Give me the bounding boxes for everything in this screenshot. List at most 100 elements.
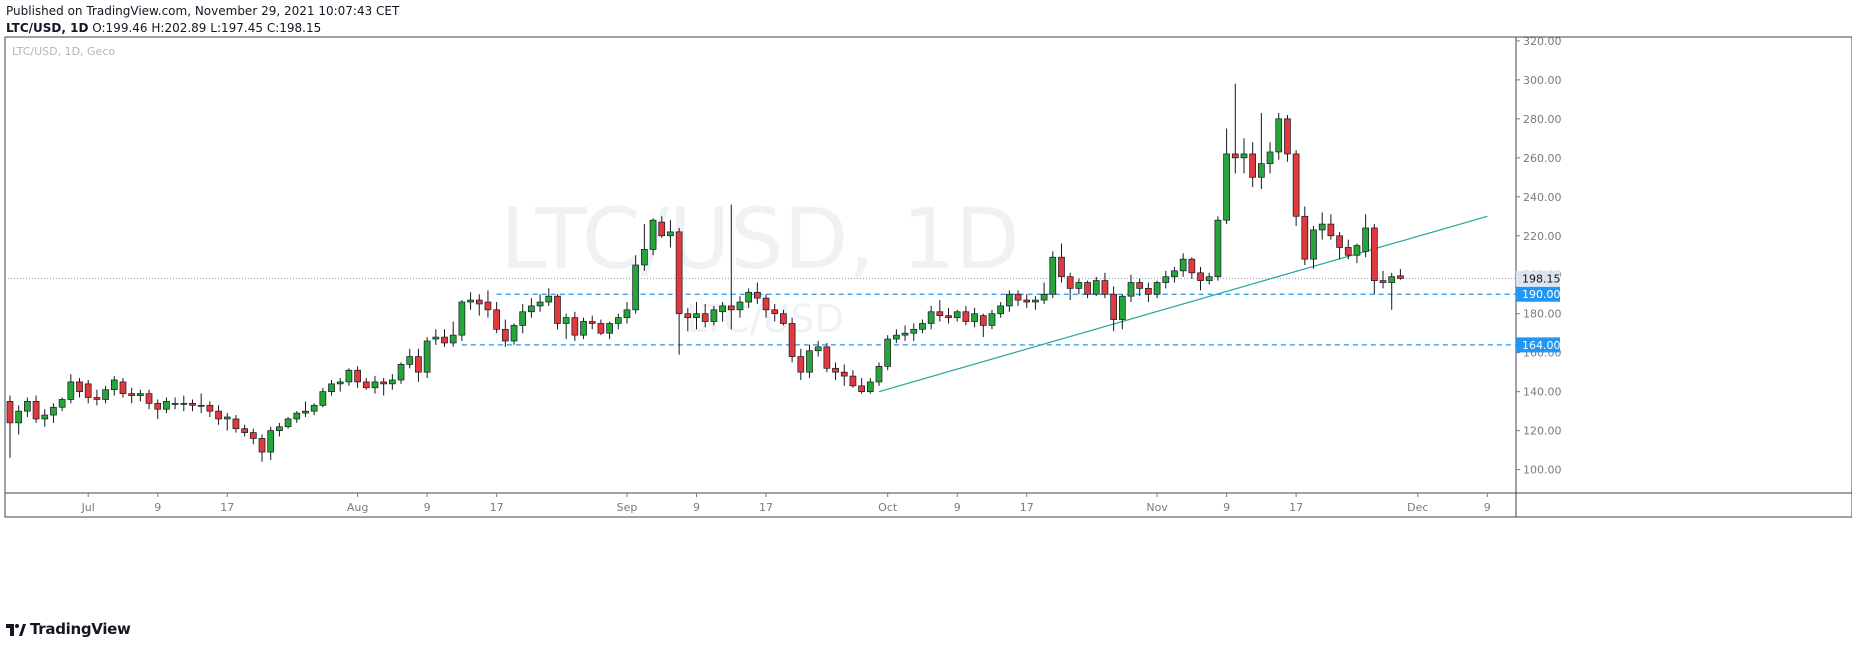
candle-body-down xyxy=(1084,282,1091,295)
candle xyxy=(528,298,535,318)
candle-body-up xyxy=(1258,163,1265,178)
candle xyxy=(832,362,839,380)
candle xyxy=(102,385,109,404)
candle xyxy=(1005,290,1013,312)
candles xyxy=(6,83,1404,462)
candle xyxy=(345,368,353,386)
candle xyxy=(597,319,605,336)
candle xyxy=(467,292,474,310)
candle xyxy=(849,370,857,388)
candle xyxy=(354,366,361,388)
candle xyxy=(945,307,952,324)
watermark: LTC/USD, 1D LTC/USD xyxy=(500,190,1020,341)
candle-body-up xyxy=(901,332,909,336)
candle xyxy=(423,337,431,379)
candle xyxy=(119,378,127,398)
candle xyxy=(875,362,883,386)
candle-body-up xyxy=(719,305,726,313)
candle xyxy=(1084,280,1091,299)
candle-body-down xyxy=(832,367,839,373)
candle xyxy=(145,389,153,410)
candle xyxy=(1188,257,1196,279)
candle xyxy=(1362,214,1369,258)
candle xyxy=(154,399,162,419)
candle-body-down xyxy=(840,371,848,377)
candle xyxy=(614,313,622,330)
candle xyxy=(249,428,257,445)
candle xyxy=(189,399,196,412)
candle-body-up xyxy=(24,401,31,412)
trendline xyxy=(878,215,1488,393)
candle xyxy=(484,290,492,318)
candle xyxy=(1353,243,1361,264)
ohlc-close: C:198.15 xyxy=(266,21,322,35)
candle-body-down xyxy=(675,231,683,315)
candle-body-down xyxy=(6,401,14,424)
candle-body-up xyxy=(467,299,474,303)
candle xyxy=(1301,206,1309,265)
candle-body-up xyxy=(15,410,23,424)
candle-body-down xyxy=(1101,280,1109,295)
candle-body-up xyxy=(919,323,926,330)
candle-body-down xyxy=(241,428,248,433)
candle-body-down xyxy=(93,397,101,400)
candle xyxy=(1397,269,1404,280)
candle-body-up xyxy=(1223,153,1230,221)
candle-body-up xyxy=(1266,151,1274,165)
candle xyxy=(1136,278,1144,297)
candle-body-down xyxy=(1397,275,1404,279)
candle xyxy=(171,397,179,410)
candle-body-up xyxy=(284,418,292,428)
candle xyxy=(562,313,570,340)
candle-body-up xyxy=(866,381,874,393)
candle xyxy=(6,395,14,458)
tradingview-footer[interactable]: TradingView xyxy=(6,620,131,638)
candle-body-up xyxy=(102,389,109,400)
candle xyxy=(623,302,631,324)
candle xyxy=(302,401,309,417)
candle-body-down xyxy=(441,336,448,344)
candle xyxy=(1284,114,1291,162)
candle-body-down xyxy=(206,404,214,412)
candle-body-down xyxy=(571,317,579,336)
candle-body-down xyxy=(858,385,865,393)
candle-body-up xyxy=(1092,280,1100,295)
price-axis[interactable]: 100.00120.00140.00160.00180.00200.00220.… xyxy=(1516,35,1562,477)
candle xyxy=(1058,243,1065,283)
candle xyxy=(762,294,770,318)
level-price-label-bg xyxy=(1516,337,1560,353)
candle-body-up xyxy=(614,317,622,324)
candle xyxy=(580,317,587,340)
time-axis[interactable]: Jul 9 17 Aug 9 17 Sep 9 17 Oct 9 17 Nov 9 17 Dec 9 xyxy=(81,493,1491,514)
candle xyxy=(223,413,231,431)
candle xyxy=(276,422,283,437)
candle-body-up xyxy=(971,313,978,322)
candle xyxy=(15,405,23,435)
candle xyxy=(449,321,457,347)
candle-body-down xyxy=(849,375,857,387)
time-axis-label: 17 xyxy=(759,501,773,514)
candle xyxy=(701,303,709,328)
candle xyxy=(110,376,118,396)
price-labels: 198.15 190.00 164.00 xyxy=(1516,270,1561,353)
candle xyxy=(745,288,753,308)
candle xyxy=(67,374,75,404)
candle-body-up xyxy=(223,416,231,420)
candle xyxy=(727,204,735,330)
candle xyxy=(58,397,66,412)
candle-body-down xyxy=(1023,299,1031,303)
ohlc-open: O:199.46 xyxy=(92,21,148,35)
candle-body-up xyxy=(1179,258,1187,272)
time-axis-label: 17 xyxy=(1289,501,1303,514)
candle-body-up xyxy=(328,383,335,393)
candle xyxy=(545,288,553,306)
candle xyxy=(336,378,344,392)
candle xyxy=(1145,282,1152,303)
candle xyxy=(554,294,561,330)
watermark-big: LTC/USD, 1D xyxy=(500,190,1020,288)
candle-body-up xyxy=(336,381,344,385)
candle xyxy=(684,307,692,332)
candle xyxy=(406,348,414,369)
candle xyxy=(788,317,796,363)
